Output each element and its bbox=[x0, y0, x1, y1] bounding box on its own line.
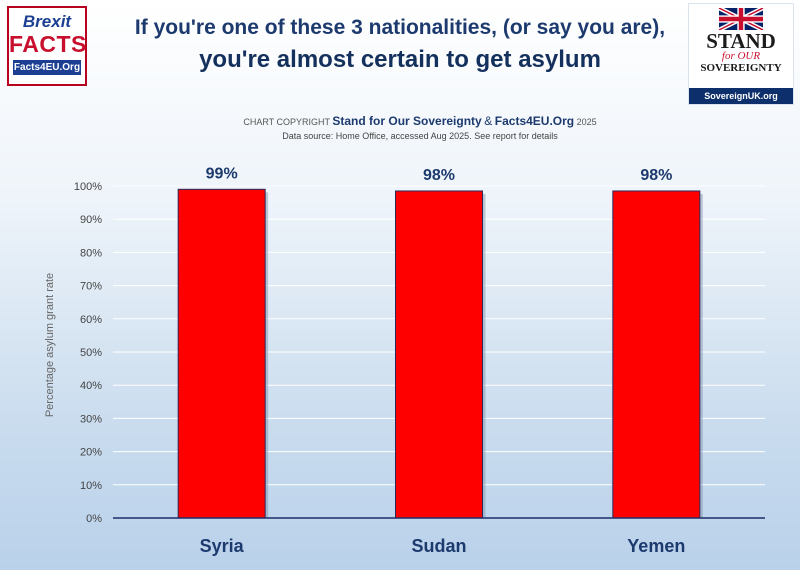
data-source-note: Data source: Home Office, accessed Aug 2… bbox=[282, 131, 558, 141]
logo-right-line3: SOVEREIGNTY bbox=[700, 62, 782, 74]
y-tick-label: 0% bbox=[86, 513, 102, 525]
bar bbox=[612, 190, 701, 519]
chart-title-line1: If you're one of these 3 nationalities, … bbox=[134, 16, 666, 39]
bar bbox=[177, 188, 266, 519]
y-tick-label: 20% bbox=[80, 447, 102, 459]
x-tick-label: Yemen bbox=[627, 536, 685, 556]
y-tick-label: 70% bbox=[80, 281, 102, 293]
data-label: 98% bbox=[640, 167, 672, 184]
y-axis-label: Percentage asylum grant rate bbox=[44, 273, 56, 417]
bars bbox=[177, 188, 703, 519]
copyright-amp: & bbox=[484, 114, 493, 128]
copyright-org1: Stand for Our Sovereignty bbox=[332, 114, 482, 128]
y-tick-label: 30% bbox=[80, 413, 102, 425]
sovereignty-logo: STAND for OUR SOVEREIGNTY SovereignUK.or… bbox=[688, 3, 794, 105]
copyright-year: 2025 bbox=[576, 117, 597, 127]
y-tick-label: 80% bbox=[80, 247, 102, 259]
union-flag-icon bbox=[718, 8, 764, 30]
logo-left-line2: FACTS bbox=[9, 31, 87, 57]
copyright-org2: Facts4EU.Org bbox=[494, 114, 575, 128]
x-tick-label: Sudan bbox=[411, 536, 466, 556]
logo-right-line2: for OUR bbox=[721, 50, 761, 62]
data-label: 98% bbox=[423, 167, 455, 184]
logo-left-line3: Facts4EU.Org bbox=[13, 60, 81, 75]
y-tick-label: 10% bbox=[80, 480, 102, 492]
y-tick-label: 50% bbox=[80, 347, 102, 359]
logo-left-line1: Brexit bbox=[22, 12, 72, 31]
chart-copyright: CHART COPYRIGHT Stand for Our Sovereignt… bbox=[0, 114, 800, 128]
logo-right-line1: STAND bbox=[706, 29, 776, 53]
x-tick-label: Syria bbox=[200, 536, 245, 556]
y-tick-label: 100% bbox=[74, 181, 102, 193]
y-tick-labels: 0% 10% 20% 30% 40% 50% 60% 70% 80% 90% 100% bbox=[74, 181, 102, 525]
brexit-facts-logo: Brexit FACTS Facts4EU.Org bbox=[7, 6, 87, 86]
data-labels: 99% 98% 98% bbox=[206, 165, 673, 184]
logo-right-url: SovereignUK.org bbox=[689, 88, 793, 104]
data-label: 99% bbox=[206, 165, 238, 182]
y-tick-label: 60% bbox=[80, 314, 102, 326]
x-tick-labels: Syria Sudan Yemen bbox=[200, 536, 686, 556]
bar bbox=[395, 190, 483, 519]
y-tick-label: 40% bbox=[80, 380, 102, 392]
copyright-prefix: CHART COPYRIGHT bbox=[243, 117, 330, 127]
y-tick-label: 90% bbox=[80, 214, 102, 226]
chart-title-line2: you're almost certain to get asylum bbox=[199, 46, 601, 73]
